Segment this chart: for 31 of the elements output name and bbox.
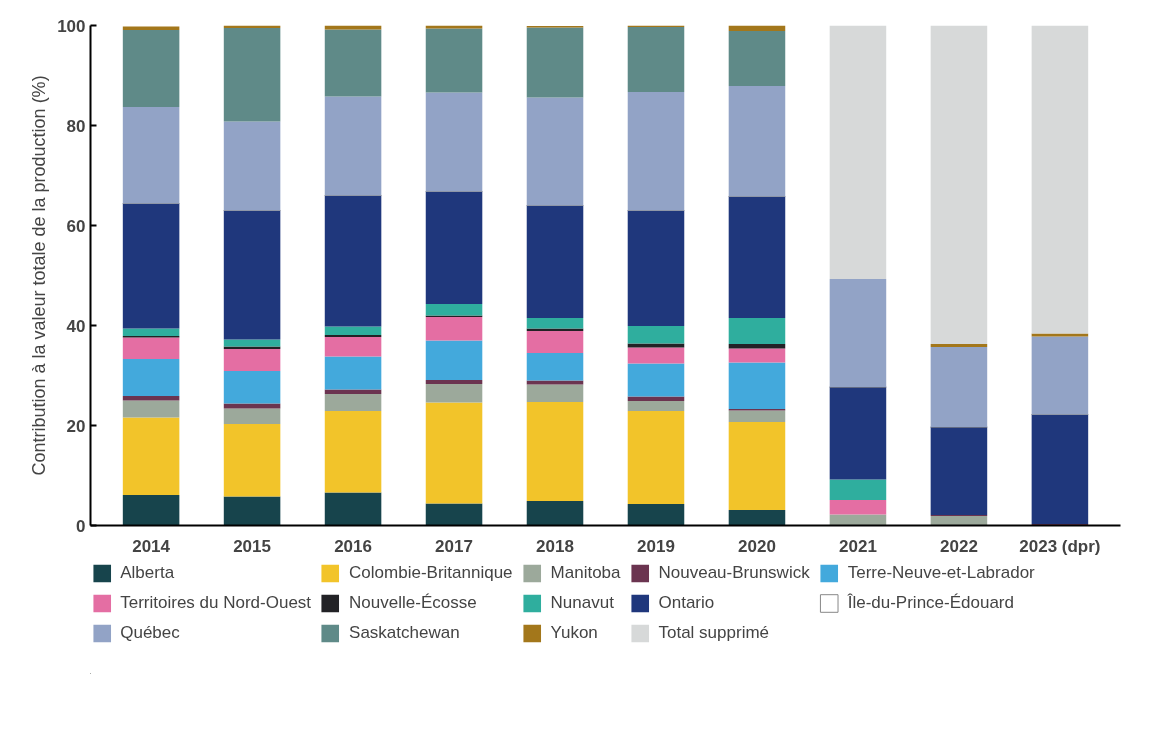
x-tick-label: 2018 (536, 536, 574, 556)
legend-label: Total supprimé (658, 623, 770, 643)
legend-label: Colombie-Britannique (349, 563, 513, 583)
y-tick-label: 0 (76, 516, 86, 536)
y-tick-label: 80 (66, 116, 86, 136)
x-tick-label: 2015 (233, 536, 271, 556)
x-tick-label: 2023 (dpr) (1019, 536, 1101, 556)
legend-label: Terre-Neuve-et-Labrador (847, 563, 1035, 583)
legend-label: Île-du-Prince-Édouard (847, 593, 1014, 613)
legend-label: Ontario (658, 593, 715, 613)
y-tick-label: 40 (66, 316, 86, 336)
y-tick-label: 60 (66, 216, 86, 236)
legend-label: Territoires du Nord-Ouest (120, 593, 312, 613)
legend-label: Nouvelle-Écosse (349, 593, 477, 613)
x-tick-label: 2016 (334, 536, 372, 556)
legend-label: Québec (120, 623, 180, 643)
x-tick-label: 2022 (940, 536, 978, 556)
legend-label: Yukon (550, 623, 598, 643)
y-tick-label: 20 (66, 416, 86, 436)
x-tick-label: 2014 (132, 536, 171, 556)
legend-label: Manitoba (550, 563, 621, 583)
legend-label: Alberta (120, 563, 175, 583)
legend-label: Nunavut (550, 593, 614, 613)
x-tick-label: 2021 (839, 536, 877, 556)
y-axis-title: Contribution à la valeur totale de la production (%) (29, 75, 50, 476)
x-tick-label: 2017 (435, 536, 473, 556)
y-tick-label: 100 (57, 16, 86, 36)
legend-label: Saskatchewan (349, 623, 460, 643)
x-tick-label: 2019 (637, 536, 675, 556)
x-tick-label: 2020 (738, 536, 776, 556)
legend-label: Nouveau-Brunswick (658, 563, 810, 583)
